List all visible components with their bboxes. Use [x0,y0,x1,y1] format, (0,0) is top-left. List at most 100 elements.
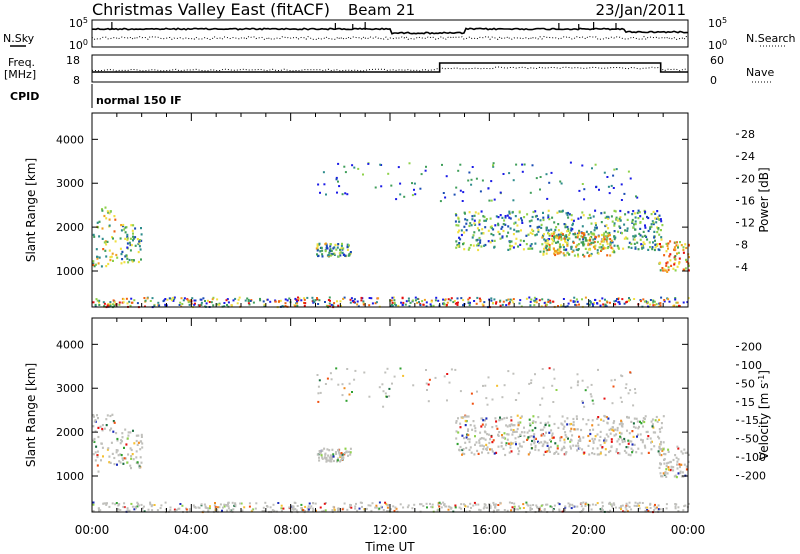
echo-cell [564,453,567,456]
echo-cell [575,444,578,447]
clutter-cell [649,299,652,301]
clutter-cell [362,302,365,305]
clutter-cell [193,299,196,302]
far-echo-cell [420,173,423,176]
echo-cell [556,211,559,214]
echo-cell [633,212,636,215]
clutter-cell [314,299,317,302]
far-echo-cell [624,387,627,389]
far-echo-cell [413,188,415,191]
clutter-cell [234,505,237,508]
echo-cell [96,414,98,417]
clutter-cell [665,507,668,510]
echo-cell [619,435,622,438]
echo-cell [667,448,670,451]
clutter-cell [667,298,670,301]
echo-cell [330,253,333,256]
clutter-cell [112,299,115,302]
echo-cell [578,238,581,241]
echo-cell [613,251,616,254]
echo-cell [548,238,551,241]
echo-cell [673,256,676,259]
echo-cell [623,440,626,443]
clutter-cell [422,505,425,507]
echo-cell [341,453,344,456]
clutter-cell [400,301,403,304]
noise-panel: N.Sky 105 100 105 100 N.Search [3,16,796,53]
echo-cell [616,426,619,430]
echo-cell [594,247,597,250]
date-label: 23/Jan/2011 [596,1,687,19]
echo-cell [554,235,557,238]
echo-cell [660,440,662,444]
far-echo-cell [408,162,411,165]
echo-cell [123,446,125,449]
far-echo-cell [517,392,520,395]
echo-cell [560,422,563,425]
station-title: Christmas Valley East (fitACF) [92,0,330,19]
clutter-cell [213,504,216,507]
echo-cell [343,453,346,456]
echo-cell [120,229,123,232]
echo-cell [641,245,644,248]
far-echo-cell [345,399,348,402]
clutter-cell [611,507,614,509]
echo-cell [581,236,584,239]
echo-cell [603,236,606,239]
clutter-cell [307,505,310,508]
clutter-cell [614,299,617,302]
echo-cell [113,456,116,460]
colorbar-tick-label: -200 [741,470,766,483]
clutter-cell [370,509,373,512]
clutter-cell [103,305,106,308]
echo-cell [590,241,593,244]
echo-cell [613,209,616,212]
clutter-cell [143,297,146,299]
echo-cell [466,415,468,418]
echo-cell [330,456,333,459]
echo-cell [555,235,558,238]
clutter-cell [568,505,571,508]
clutter-cell [601,505,604,508]
echo-cell [324,457,327,460]
clutter-cell [122,298,125,301]
clutter-cell [625,301,628,304]
echo-cell [676,460,679,463]
clutter-cell [98,299,101,302]
clutter-cell [199,298,202,301]
echo-cell [478,229,481,232]
far-echo-cell [335,367,338,370]
echo-cell [317,254,319,258]
echo-cell [105,255,108,258]
echo-cell [632,435,635,438]
echo-cell [123,457,126,460]
echo-cell [114,218,117,221]
echo-cell [467,248,470,251]
echo-cell [92,263,95,267]
clutter-cell [608,502,611,505]
clutter-cell [418,301,420,304]
echo-cell [604,453,607,457]
echo-cell [468,440,471,444]
echo-cell [510,428,513,431]
clutter-cell [109,303,112,306]
echo-cell [462,448,465,451]
clutter-cell [522,507,525,509]
noise-spikes [111,22,617,30]
echo-cell [636,211,639,215]
echo-cell [613,244,616,247]
clutter-cell [601,297,604,300]
echo-cell [127,261,130,264]
colorbar-tick-label: 4 [741,261,748,274]
echo-cell [582,240,585,244]
echo-cell [343,253,345,256]
clutter-cell [638,501,641,504]
echo-cell [489,241,492,244]
echo-cell [652,426,655,429]
echo-cell [552,232,555,235]
clutter-cell [529,509,532,511]
clutter-cell [525,297,528,300]
echo-cell [578,435,581,438]
echo-cell [464,419,467,423]
clutter-cell [266,505,269,508]
